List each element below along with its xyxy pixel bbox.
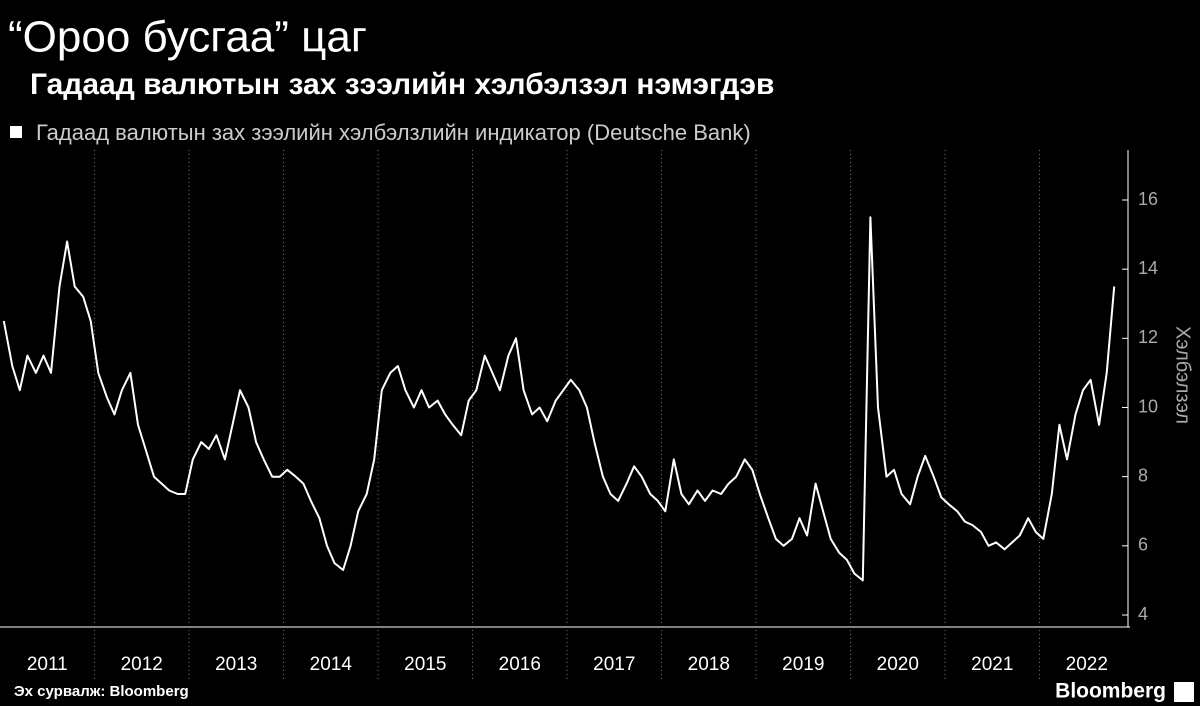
- x-tick-label: 2017: [593, 654, 635, 675]
- x-tick-label: 2011: [27, 654, 68, 675]
- y-tick-label: 10: [1138, 396, 1158, 416]
- x-tick-label: 2020: [877, 654, 919, 675]
- brand-logo: Bloomberg: [1055, 680, 1166, 703]
- y-tick-label: 4: [1138, 604, 1148, 624]
- x-tick-label: 2015: [404, 654, 446, 675]
- x-tick-label: 2016: [499, 654, 541, 675]
- y-tick-label: 16: [1138, 189, 1158, 209]
- y-axis-label: Хэлбэлзэл: [1172, 326, 1194, 424]
- chart-title: “Ороо бусгаа” цаг: [8, 13, 367, 62]
- source: Эх сурвалж: Bloomberg: [14, 683, 189, 700]
- x-tick-label: 2013: [215, 654, 257, 675]
- legend-swatch: [10, 126, 22, 138]
- x-tick-label: 2019: [782, 654, 824, 675]
- y-tick-label: 14: [1138, 258, 1158, 278]
- x-tick-label: 2018: [688, 654, 730, 675]
- legend-label: Гадаад валютын зах зээлийн хэлбэлзлийн и…: [36, 120, 751, 145]
- x-tick-label: 2022: [1066, 654, 1108, 675]
- chart-subtitle: Гадаад валютын зах зээлийн хэлбэлзэл нэм…: [30, 68, 774, 101]
- y-tick-label: 6: [1138, 535, 1148, 555]
- x-tick-label: 2021: [971, 654, 1013, 675]
- y-tick-label: 12: [1138, 327, 1158, 347]
- series-line: [2, 216, 1116, 582]
- x-tick-label: 2012: [121, 654, 163, 675]
- brand-icon: [1174, 682, 1194, 702]
- y-tick-label: 8: [1138, 465, 1148, 485]
- x-tick-label: 2014: [310, 654, 353, 675]
